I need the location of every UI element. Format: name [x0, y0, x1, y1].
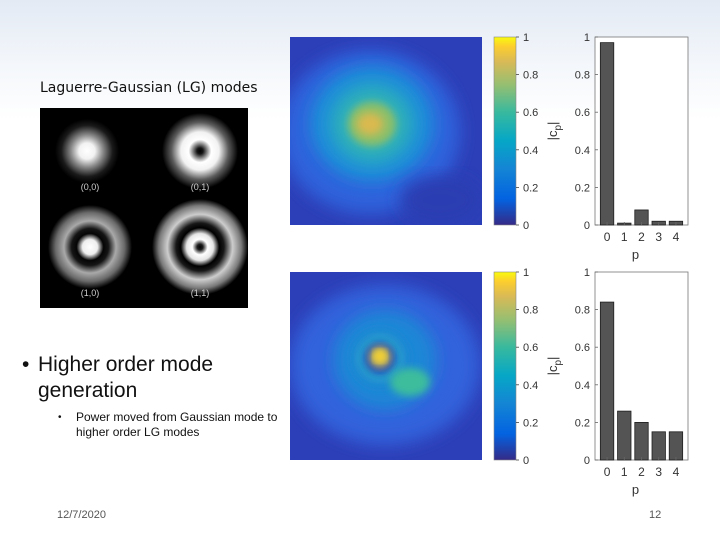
colorbar-bottom: [493, 271, 517, 461]
y-axis-label: |cp|: [545, 122, 564, 141]
y-tick-label: 1: [584, 267, 590, 279]
footer-date: 12/7/2020: [57, 509, 106, 521]
x-tick-label: 3: [655, 230, 662, 244]
bar-chart-bottom: 0 1 2 3 400.20.40.60.81p|cp|: [545, 267, 689, 497]
colorbar-tick-label: 0.6: [523, 107, 538, 119]
x-axis-label: p: [632, 482, 639, 497]
y-tick-label: 0.6: [575, 342, 590, 354]
x-tick-label: 2: [638, 465, 645, 479]
x-tick-label: 4: [673, 230, 680, 244]
lg-mode-label-00: (0,0): [81, 182, 100, 192]
colorbar-tick-label: 0.6: [523, 342, 538, 354]
x-axis-label: p: [632, 247, 639, 262]
y-tick-label: 0: [584, 220, 590, 232]
colorbar-tick-label: 0.2: [523, 417, 538, 429]
bar-chart-top: 0 1 2 3 400.20.40.60.81p|cp|: [545, 32, 689, 262]
colorbar-tick-label: 0.2: [523, 182, 538, 194]
y-tick-label: 1: [584, 32, 590, 44]
lg-mode-label-11: (1,1): [191, 288, 210, 298]
lg-modes-image: (0,0) (0,1) (1,0) (1,1): [40, 108, 248, 308]
lg-mode-label-10: (1,0): [81, 288, 100, 298]
x-tick-label: 1: [621, 230, 628, 244]
sub-bullet-power-moved: • Power moved from Gaussian mode to high…: [58, 410, 286, 440]
y-tick-label: 0.4: [575, 380, 590, 392]
colorbar-tick-label: 0.8: [523, 70, 538, 82]
colorbar-tick-label: 1: [523, 32, 529, 44]
bar-p1: [617, 410, 632, 461]
y-tick-label: 0: [584, 455, 590, 467]
sub-bullet-dot: •: [58, 412, 62, 423]
intensity-map-bottom: [290, 272, 482, 460]
colorbar-tick-label: 1: [523, 267, 529, 279]
x-tick-label: 3: [655, 465, 662, 479]
intensity-map-top: [290, 37, 482, 225]
x-tick-label: 2: [638, 230, 645, 244]
x-tick-label: 0: [604, 465, 611, 479]
bar-p0: [599, 42, 615, 226]
colorbar-top: [493, 36, 517, 226]
colorbar-tick-label: 0.8: [523, 305, 538, 317]
bullet-main-text: Higher order mode generation: [38, 353, 214, 402]
colorbar-tick-label: 0: [523, 220, 529, 232]
lg-mode-label-01: (0,1): [191, 182, 210, 192]
y-tick-label: 0.8: [575, 305, 590, 317]
page-number: 12: [649, 509, 662, 521]
bar-p3: [651, 431, 666, 461]
y-tick-label: 0.2: [575, 182, 590, 194]
x-tick-label: 0: [604, 230, 611, 244]
bullet-dot: •: [22, 353, 30, 376]
colorbar-tick-label: 0.4: [523, 380, 538, 392]
y-tick-label: 0.4: [575, 145, 590, 157]
y-tick-label: 0.8: [575, 70, 590, 82]
bar-p4: [668, 431, 684, 461]
x-tick-label: 4: [673, 465, 680, 479]
bar-p0: [599, 301, 615, 461]
x-tick-label: 1: [621, 465, 628, 479]
bullet-sub-text: Power moved from Gaussian mode to higher…: [76, 410, 278, 439]
lg-modes-heading: Laguerre-Gaussian (LG) modes: [40, 80, 258, 96]
bullet-higher-order-mode: • Higher order mode generation: [22, 352, 278, 404]
y-tick-label: 0.6: [575, 107, 590, 119]
y-axis-label: |cp|: [545, 357, 564, 376]
colorbar-tick-label: 0.4: [523, 145, 538, 157]
bar-p2: [634, 421, 649, 461]
colorbar-tick-label: 0: [523, 455, 529, 467]
y-tick-label: 0.2: [575, 417, 590, 429]
